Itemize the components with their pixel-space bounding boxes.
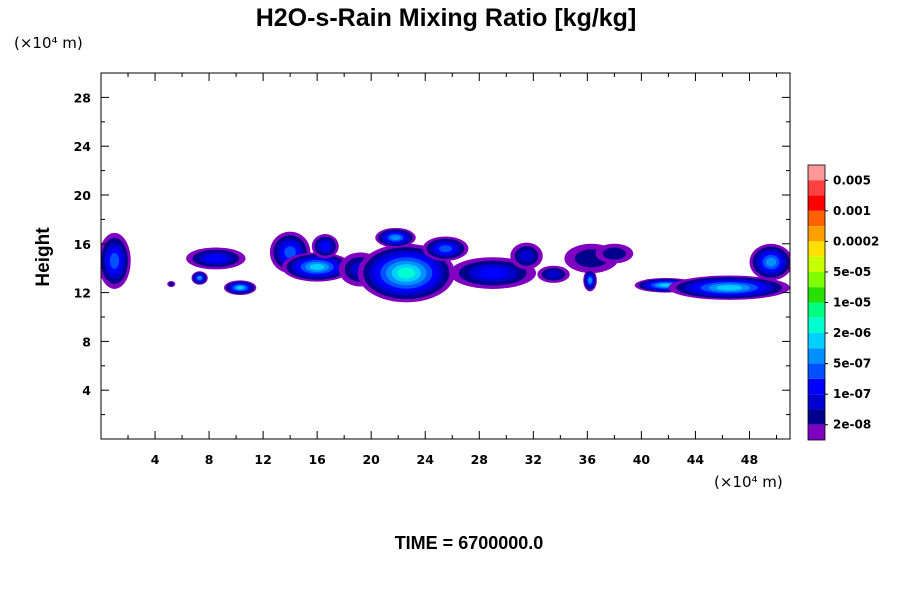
cloud-16-level-5: [588, 277, 592, 284]
cloud-17-level-1: [602, 247, 627, 260]
y-tick-labels: 4 8 12 16 20 24 28: [74, 90, 92, 398]
colorbar-cell: [808, 180, 825, 196]
cloud-7-level-3: [320, 241, 330, 251]
x-tick-labels: 4 8 12 16 20 24 28 32 36 40 44 48: [151, 452, 758, 467]
x-tick-label: 40: [633, 452, 651, 467]
colorbar-cell: [808, 241, 825, 257]
axis-ticks: [101, 73, 790, 439]
time-label: TIME = 6700000.0: [395, 533, 544, 553]
x-tick-label: 8: [205, 452, 214, 467]
colorbar-cell: [808, 271, 825, 288]
colorbar-cell: [808, 424, 825, 440]
colorbar-label: 5e-07: [833, 357, 871, 371]
colorbar-label: 5e-05: [833, 265, 871, 279]
cloud-12-level-3: [477, 267, 508, 279]
colorbar-label: 2e-06: [833, 326, 871, 340]
colorbar-cell: [808, 394, 825, 410]
colorbar-cell: [808, 195, 825, 211]
y-tick-label: 24: [74, 139, 92, 154]
cloud-20-level-5: [765, 257, 777, 267]
cloud-0-level-4: [109, 252, 120, 269]
colorbar-label: 0.001: [833, 204, 871, 218]
y-unit-label: (×10⁴ m): [14, 34, 83, 52]
colorbar-cell: [808, 210, 825, 227]
colorbar-label: 0.005: [833, 173, 871, 187]
cloud-4-level-6: [236, 286, 244, 290]
rain-field: [101, 227, 790, 303]
x-tick-label: 44: [687, 452, 705, 467]
x-tick-label: 4: [151, 452, 160, 467]
plot-frame: [100, 72, 791, 440]
y-tick-label: 4: [82, 383, 91, 398]
x-tick-label: 48: [741, 452, 758, 467]
colorbar-cell: [808, 302, 825, 318]
y-tick-label: 20: [74, 188, 92, 203]
colorbar-cell: [808, 165, 825, 181]
colorbar-cell: [808, 226, 825, 242]
y-tick-label: 16: [74, 237, 92, 252]
cloud-19-level-6: [716, 285, 743, 291]
x-tick-label: 28: [471, 452, 488, 467]
colorbar-cell: [808, 363, 825, 379]
chart-title: H2O-s-Rain Mixing Ratio [kg/kg]: [256, 4, 637, 32]
cloud-14-level-2: [546, 270, 561, 279]
cloud-11-level-4: [438, 245, 453, 253]
colorbar-label: 1e-05: [833, 296, 871, 310]
cloud-6-level-6: [309, 263, 325, 271]
cloud-1-level-1: [168, 282, 174, 286]
x-tick-label: 12: [254, 452, 271, 467]
colorbar-legend: 0.005 0.001 0.0002 5e-05 1e-05 2e-06 5e-07 1e-0…: [807, 164, 879, 441]
cloud-2-level-5: [197, 276, 202, 280]
cloud-3-level-3: [205, 254, 227, 263]
colorbar-cell: [808, 333, 825, 349]
colorbar-cell: [808, 378, 825, 395]
y-tick-label: 28: [74, 90, 91, 105]
x-tick-label: 20: [362, 452, 380, 467]
colorbar-cell: [808, 256, 825, 272]
x-unit-label: (×10⁴ m): [714, 473, 783, 491]
x-tick-label: 16: [308, 452, 326, 467]
colorbar-cell: [808, 409, 825, 425]
colorbar-cell: [808, 348, 825, 364]
x-tick-label: 24: [417, 452, 435, 467]
colorbar-cell: [808, 317, 825, 334]
x-tick-label: 36: [579, 452, 597, 467]
colorbar-cell: [808, 287, 825, 303]
colorbar-label: 2e-08: [833, 418, 871, 432]
cloud-13-level-2: [519, 250, 534, 262]
cloud-9-level-7: [397, 267, 416, 279]
y-tick-label: 12: [74, 286, 91, 301]
colorbar-label: 1e-07: [833, 387, 871, 401]
x-tick-label: 32: [525, 452, 542, 467]
cloud-10-level-5: [390, 235, 401, 241]
colorbar-label: 0.0002: [833, 234, 879, 248]
y-axis-label: Height: [33, 227, 54, 287]
cloud-18-level-6: [659, 283, 673, 287]
y-tick-label: 8: [82, 334, 91, 349]
cloud-5-level-4: [284, 246, 296, 259]
